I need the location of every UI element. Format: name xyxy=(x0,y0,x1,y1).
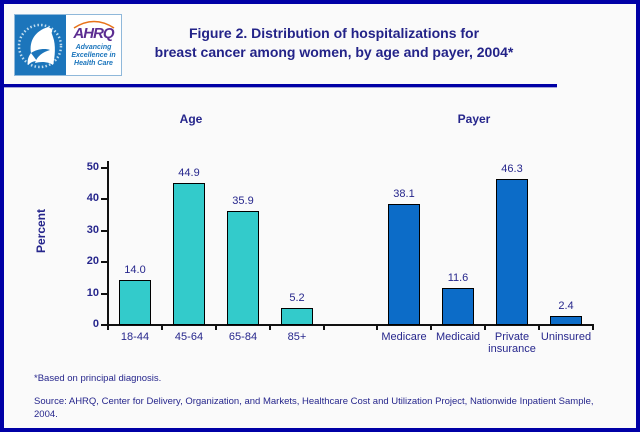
bar-value-label: 38.1 xyxy=(393,188,415,200)
group-label-age: Age xyxy=(179,112,203,126)
footnote: *Based on principal diagnosis. xyxy=(34,373,162,384)
x-tick xyxy=(269,326,271,330)
bar-chart: Age Payer Percent 0 10 20 30 40 50 14.0 18-44 44… xyxy=(4,4,636,428)
category-label: 18-44 xyxy=(120,331,150,343)
y-tick xyxy=(101,198,107,200)
x-tick xyxy=(592,326,594,330)
source-citation: Source: AHRQ, Center for Delivery, Organ… xyxy=(34,396,594,420)
y-tick xyxy=(101,261,107,263)
category-label: 45-64 xyxy=(174,331,204,343)
y-tick xyxy=(101,167,107,169)
bar-value-label: 44.9 xyxy=(178,167,200,179)
y-axis-title: Percent xyxy=(34,208,48,254)
y-tick-label: 30 xyxy=(86,224,99,236)
bar-value-label: 46.3 xyxy=(501,163,523,175)
figure-title-line1: Figure 2. Distribution of hospitalizatio… xyxy=(188,25,480,41)
group-label-payer: Payer xyxy=(457,112,491,126)
y-axis-line xyxy=(107,161,109,326)
x-tick xyxy=(484,326,486,330)
category-label: 85+ xyxy=(287,331,307,343)
figure-title-line2: breast cancer among women, by age and pa… xyxy=(154,44,514,60)
bar-85- xyxy=(281,308,313,325)
bar-medicare xyxy=(388,204,420,325)
y-tick-label: 50 xyxy=(86,161,99,173)
category-label: Medicare xyxy=(381,331,427,343)
header-divider-rule xyxy=(4,84,557,88)
y-tick-label: 0 xyxy=(92,318,99,330)
x-tick xyxy=(538,326,540,330)
x-axis-line xyxy=(107,324,594,326)
ahrq-wordmark: AHRQ xyxy=(73,25,114,42)
bar-value-label: 35.9 xyxy=(232,195,254,207)
category-label: 65-84 xyxy=(228,331,258,343)
bar-private-insurance xyxy=(496,179,528,325)
x-tick xyxy=(430,326,432,330)
y-tick xyxy=(101,230,107,232)
bar-medicaid xyxy=(442,288,474,325)
ahrq-logo-text-area: AHRQ Advancing Excellence in Health Care xyxy=(66,15,121,75)
hhs-logo-icon xyxy=(15,15,66,75)
y-tick xyxy=(101,293,107,295)
hhs-eagle-icon xyxy=(17,23,63,69)
y-tick-label: 10 xyxy=(86,287,99,299)
bar-value-label: 11.6 xyxy=(447,272,469,284)
y-tick-label: 40 xyxy=(86,192,99,204)
bar-value-label: 5.2 xyxy=(289,292,305,304)
bar-uninsured xyxy=(550,316,582,325)
category-label: Medicaid xyxy=(435,331,481,343)
x-tick xyxy=(161,326,163,330)
x-tick xyxy=(323,326,325,330)
x-tick xyxy=(107,326,109,330)
bar-18-44 xyxy=(119,280,151,325)
x-tick xyxy=(376,326,378,330)
bar-value-label: 14.0 xyxy=(124,264,146,276)
y-tick xyxy=(101,324,107,326)
bar-value-label: 2.4 xyxy=(558,300,574,312)
category-label: Uninsured xyxy=(540,331,592,343)
category-label: Private insurance xyxy=(488,331,536,355)
ahrq-tagline: Advancing Excellence in Health Care xyxy=(71,44,116,67)
bar-65-84 xyxy=(227,211,259,325)
figure-title: Figure 2. Distribution of hospitalizatio… xyxy=(104,24,564,62)
ahrq-logo: AHRQ Advancing Excellence in Health Care xyxy=(14,14,122,76)
y-tick-label: 20 xyxy=(86,255,99,267)
x-tick xyxy=(215,326,217,330)
rainbow-arc-icon xyxy=(73,20,114,29)
bar-45-64 xyxy=(173,183,205,325)
